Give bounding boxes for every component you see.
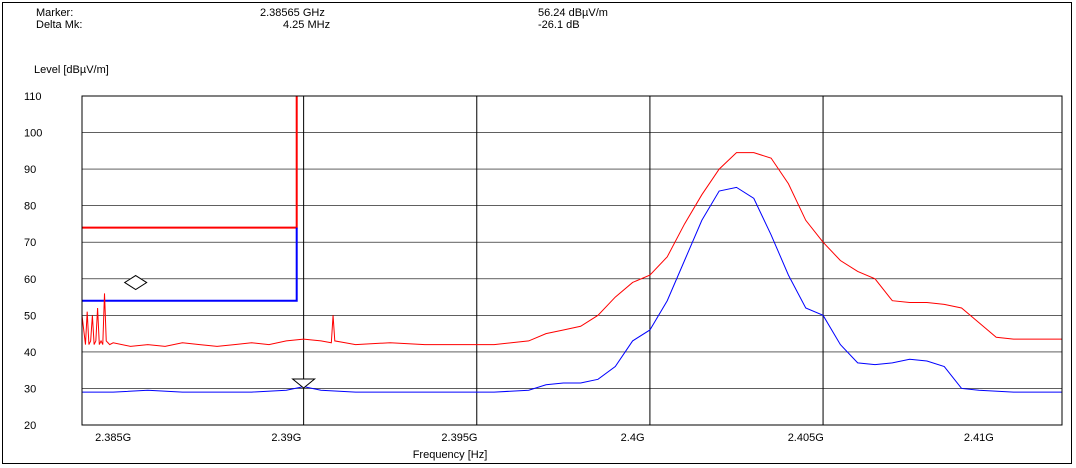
grid-lines <box>82 95 1062 426</box>
x-tick-label: 2.39G <box>271 432 301 444</box>
traces <box>81 152 1062 393</box>
average-trace <box>82 186 1062 393</box>
marker-label: Marker: <box>36 7 74 19</box>
x-tick-label: 2.4G <box>621 432 645 444</box>
y-tick-label: 40 <box>24 347 36 359</box>
y-tick-labels: 20 30 40 50 60 70 80 90 100 110 <box>24 91 42 432</box>
y-tick-label: 20 <box>24 420 36 432</box>
marker-level: 56.24 dBµV/m <box>538 7 608 19</box>
y-tick-label: 100 <box>24 128 42 140</box>
y-tick-label: 30 <box>24 383 36 395</box>
average-limit-line <box>82 227 298 302</box>
x-tick-labels: 2.385G 2.39G 2.395G 2.4G 2.405G 2.41G <box>95 432 994 444</box>
marker-diamond <box>123 274 148 291</box>
peak-limit-line <box>82 96 298 229</box>
x-tick-label: 2.395G <box>441 432 477 444</box>
markers <box>123 274 317 389</box>
marker-frequency: 2.38565 GHz <box>260 7 325 19</box>
y-tick-label: 60 <box>24 274 36 286</box>
delta-marker-frequency: 4.25 MHz <box>283 19 331 31</box>
y-axis-label: Level [dBµV/m] <box>34 64 109 76</box>
x-tick-label: 2.405G <box>788 432 824 444</box>
delta-marker-label: Delta Mk: <box>36 19 83 31</box>
y-tick-label: 90 <box>24 164 36 176</box>
x-axis-label: Frequency [Hz] <box>413 449 488 461</box>
peak-trace <box>81 152 1062 347</box>
plot-area <box>81 95 1063 426</box>
y-tick-label: 70 <box>24 237 36 249</box>
y-tick-label: 80 <box>24 201 36 213</box>
limit-lines <box>82 96 298 302</box>
y-tick-label: 50 <box>24 310 36 322</box>
delta-marker-triangle <box>291 378 317 389</box>
y-tick-label: 110 <box>24 91 42 103</box>
x-tick-label: 2.385G <box>95 432 131 444</box>
delta-marker-level: -26.1 dB <box>538 19 580 31</box>
x-tick-label: 2.41G <box>964 432 994 444</box>
